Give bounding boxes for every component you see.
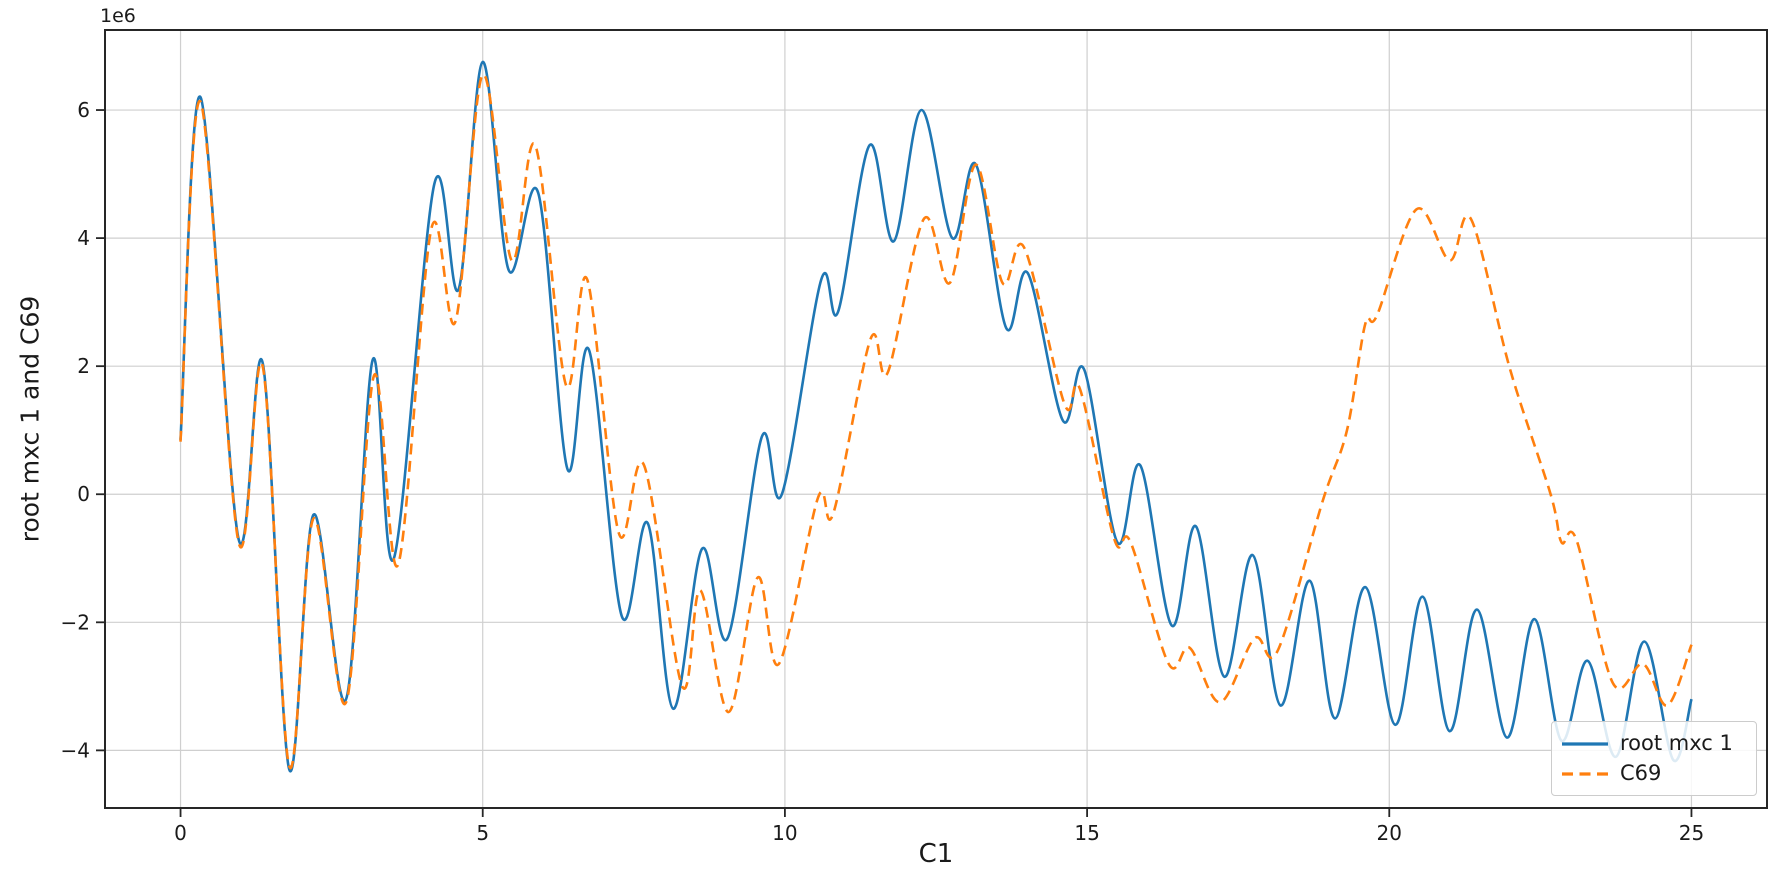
legend-dashed-line-icon	[1562, 771, 1608, 776]
y-tick-label: 4	[77, 226, 90, 250]
y-tick-label: 0	[77, 482, 90, 506]
x-tick-label: 25	[1679, 821, 1704, 845]
y-tick-label: −4	[61, 738, 90, 762]
y-tick-label: −2	[61, 610, 90, 634]
legend-label-c69: C69	[1620, 761, 1662, 785]
y-axis-offset-label: 1e6	[100, 5, 136, 27]
y-axis-label: root mxc 1 and C69	[15, 295, 45, 543]
y-tick-label: 6	[77, 98, 90, 122]
legend-label-root-mxc-1: root mxc 1	[1620, 731, 1733, 755]
y-tick-label: 2	[77, 354, 90, 378]
legend-entry-c69: C69	[1561, 763, 1750, 784]
axes-spines	[104, 29, 1768, 809]
legend-entry-root-mxc-1: root mxc 1	[1561, 733, 1750, 754]
x-tick-label: 5	[476, 821, 489, 845]
series-line-root-mxc-1	[179, 60, 1693, 773]
x-tick-label: 20	[1377, 821, 1402, 845]
series-line-c69	[179, 73, 1693, 770]
legend-solid-line-icon	[1562, 741, 1608, 746]
x-tick-label: 0	[174, 821, 187, 845]
x-axis-label: C1	[918, 839, 954, 869]
x-tick-label: 15	[1074, 821, 1099, 845]
x-tick-label: 10	[772, 821, 797, 845]
legend: root mxc 1 C69	[1551, 721, 1757, 796]
